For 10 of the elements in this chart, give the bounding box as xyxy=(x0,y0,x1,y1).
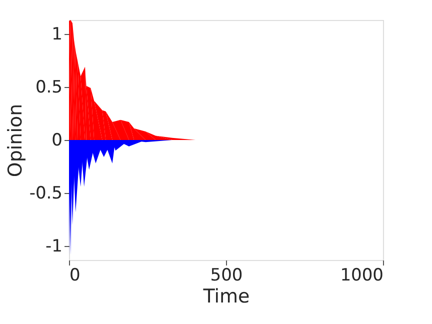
x-axis-title: Time xyxy=(202,286,250,308)
x-tick-label: 0 xyxy=(70,266,80,286)
x-tick-label: 500 xyxy=(210,266,243,286)
y-tick-label: 0.5 xyxy=(35,77,62,98)
y-tick-label: -0.5 xyxy=(29,184,62,204)
y-tick-label: -1 xyxy=(46,236,62,257)
y-tick-label: 1 xyxy=(52,24,62,44)
y-tick-label: 0 xyxy=(52,130,62,150)
x-tick-label: 1000 xyxy=(340,266,384,286)
y-axis-title: Opinion xyxy=(4,104,26,178)
